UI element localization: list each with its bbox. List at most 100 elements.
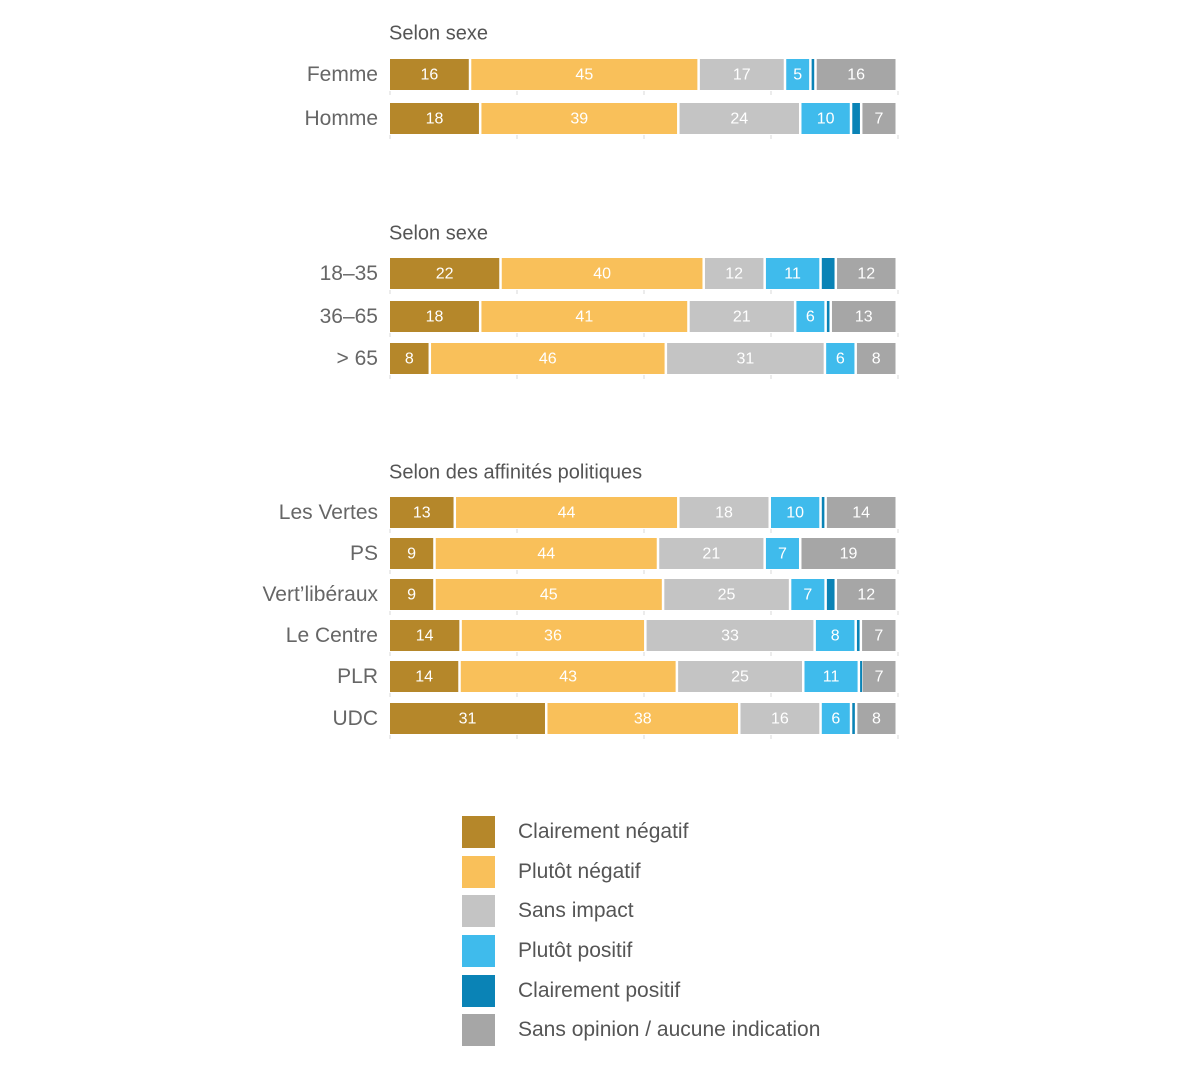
bar-segment-homme-sans-opinion-aucune-indication: [862, 103, 896, 134]
row-label-homme: Homme: [304, 107, 378, 130]
data-label-plr-plutot-negatif: 43: [559, 669, 577, 686]
bar-segment-plr-clairement-negatif: [390, 661, 459, 692]
bar-segment-plr-sans-impact: [678, 661, 802, 692]
legend-swatch: [462, 974, 495, 1007]
stacked-bar-chart: Selon sexe Femme 16 45 17 5 16 Homme 18 39 24 10 7 Se…: [262, 22, 899, 739]
bar-segment-18-35-sans-opinion-aucune-indication: [837, 258, 896, 289]
data-label-plr-clairement-negatif: 14: [415, 669, 433, 686]
legend-item-clairement-positif: Clairement positif: [462, 974, 820, 1007]
data-label-udc-clairement-negatif: 31: [459, 711, 477, 728]
bar-segment-udc-clairement-negatif: [390, 703, 545, 734]
bar-segment-le-centre-clairement-negatif: [390, 620, 460, 651]
data-label-ps-plutot-positif: 7: [778, 546, 787, 563]
data-label-le-centre-sans-impact: 33: [721, 628, 739, 645]
bar-segment-udc-clairement-positif: [852, 703, 855, 734]
data-label-36-65-sans-impact: 21: [733, 309, 751, 326]
bar-segment-36-65-plutot-positif: [796, 301, 825, 332]
bar-segment-femme-clairement-positif: [811, 59, 815, 90]
data-label-le-centre-clairement-negatif: 14: [416, 628, 434, 645]
data-label-65-plutot-positif: 6: [836, 351, 845, 368]
legend-swatch: [462, 816, 495, 848]
bar-segment-vert-liberaux-clairement-negatif: [390, 579, 434, 610]
bar-segment-homme-clairement-positif: [852, 103, 860, 134]
legend-item-sans-opinion-aucune-indication: Sans opinion / aucune indication: [462, 1014, 821, 1047]
data-label-femme-clairement-negatif: 16: [420, 67, 438, 84]
bar-segment-homme-plutot-negatif: [481, 103, 678, 134]
bar-segment-65-plutot-positif: [826, 343, 855, 374]
data-label-les-vertes-plutot-negatif: 44: [558, 505, 576, 522]
bar-segment-18-35-plutot-negatif: [501, 258, 703, 289]
data-label-plr-sans-impact: 25: [731, 669, 749, 686]
legend-label: Plutôt négatif: [518, 859, 641, 883]
group-title: Selon des affinités politiques: [389, 461, 642, 483]
data-label-femme-sans-impact: 17: [733, 67, 751, 84]
bar-segment-plr-sans-opinion-aucune-indication: [862, 661, 896, 692]
bar-segment-femme-sans-opinion-aucune-indication: [816, 59, 896, 90]
data-label-homme-clairement-negatif: 18: [426, 111, 444, 128]
bar-segment-vert-liberaux-plutot-negatif: [435, 579, 662, 610]
bar-segment-homme-sans-impact: [679, 103, 799, 134]
data-label-vert-liberaux-sans-impact: 25: [718, 587, 736, 604]
data-label-65-plutot-negatif: 46: [539, 351, 557, 368]
row-label-vert-liberaux: Vert’libéraux: [262, 583, 378, 606]
legend-item-clairement-negatif: Clairement négatif: [462, 816, 820, 848]
bar-segment-65-sans-opinion-aucune-indication: [856, 343, 896, 374]
data-label-homme-plutot-negatif: 39: [570, 111, 588, 128]
group-title: Selon sexe: [389, 222, 488, 244]
data-label-femme-plutot-positif: 5: [793, 67, 802, 84]
bar-segment-36-65-clairement-negatif: [390, 301, 479, 332]
bar-segment-femme-plutot-negatif: [471, 59, 698, 90]
bar-segment-ps-sans-impact: [659, 538, 764, 569]
bar-segment-ps-sans-opinion-aucune-indication: [801, 538, 896, 569]
data-label-36-65-plutot-negatif: 41: [575, 309, 593, 326]
data-label-udc-plutot-positif: 6: [831, 711, 840, 728]
legend-swatch: [462, 1014, 495, 1047]
bar-segment-vert-liberaux-plutot-positif: [791, 579, 825, 610]
bar-segment-ps-plutot-negatif: [435, 538, 657, 569]
legend-label: Sans opinion / aucune indication: [518, 1018, 821, 1042]
legend-item-sans-impact: Sans impact: [462, 895, 820, 928]
bar-segment-vert-liberaux-sans-impact: [664, 579, 789, 610]
bar-segment-plr-clairement-positif: [860, 661, 863, 692]
bar-segment-femme-plutot-positif: [786, 59, 810, 90]
data-label-ps-sans-opinion-aucune-indication: 19: [840, 546, 858, 563]
data-label-18-35-plutot-negatif: 40: [593, 266, 611, 283]
row-label-le-centre: Le Centre: [286, 624, 378, 647]
bar-segment-36-65-sans-opinion-aucune-indication: [831, 301, 896, 332]
data-label-femme-sans-opinion-aucune-indication: 16: [847, 67, 865, 84]
bar-segment-18-35-plutot-positif: [765, 258, 820, 289]
bar-segment-65-plutot-negatif: [431, 343, 665, 374]
legend-label: Sans impact: [518, 899, 634, 923]
bar-segment-ps-clairement-negatif: [390, 538, 434, 569]
data-label-36-65-clairement-negatif: 18: [426, 309, 444, 326]
data-label-ps-sans-impact: 21: [702, 546, 720, 563]
bar-segment-homme-plutot-positif: [801, 103, 850, 134]
bar-segment-plr-plutot-negatif: [460, 661, 676, 692]
legend: Clairement négatif Plutôt négatif Sans imp…: [462, 816, 820, 1054]
data-label-le-centre-sans-opinion-aucune-indication: 7: [874, 628, 883, 645]
data-label-les-vertes-plutot-positif: 10: [786, 505, 804, 522]
data-label-vert-liberaux-sans-opinion-aucune-indication: 12: [857, 587, 875, 604]
data-label-udc-plutot-negatif: 38: [634, 711, 652, 728]
bar-segment-les-vertes-clairement-negatif: [390, 497, 454, 528]
data-label-18-35-sans-impact: 12: [725, 266, 743, 283]
bar-segment-vert-liberaux-clairement-positif: [826, 579, 835, 610]
data-label-18-35-sans-opinion-aucune-indication: 12: [857, 266, 875, 283]
data-label-le-centre-plutot-positif: 8: [831, 628, 840, 645]
data-label-les-vertes-clairement-negatif: 13: [413, 505, 431, 522]
data-label-les-vertes-sans-impact: 18: [715, 505, 733, 522]
data-label-plr-plutot-positif: 11: [823, 669, 840, 686]
legend-item-plutot-positif: Plutôt positif: [462, 935, 820, 968]
bar-segment-les-vertes-plutot-positif: [771, 497, 820, 528]
row-label-65: > 65: [337, 347, 378, 370]
data-label-vert-liberaux-clairement-negatif: 9: [407, 587, 416, 604]
data-label-65-sans-opinion-aucune-indication: 8: [872, 351, 881, 368]
data-label-udc-sans-opinion-aucune-indication: 8: [872, 711, 881, 728]
row-label-18-35: 18–35: [320, 262, 378, 285]
bar-segment-udc-sans-opinion-aucune-indication: [857, 703, 896, 734]
data-label-les-vertes-sans-opinion-aucune-indication: 14: [852, 505, 870, 522]
data-label-femme-plutot-negatif: 45: [575, 67, 593, 84]
data-label-homme-plutot-positif: 10: [817, 111, 835, 128]
bar-segment-udc-sans-impact: [740, 703, 820, 734]
data-label-36-65-plutot-positif: 6: [806, 309, 815, 326]
